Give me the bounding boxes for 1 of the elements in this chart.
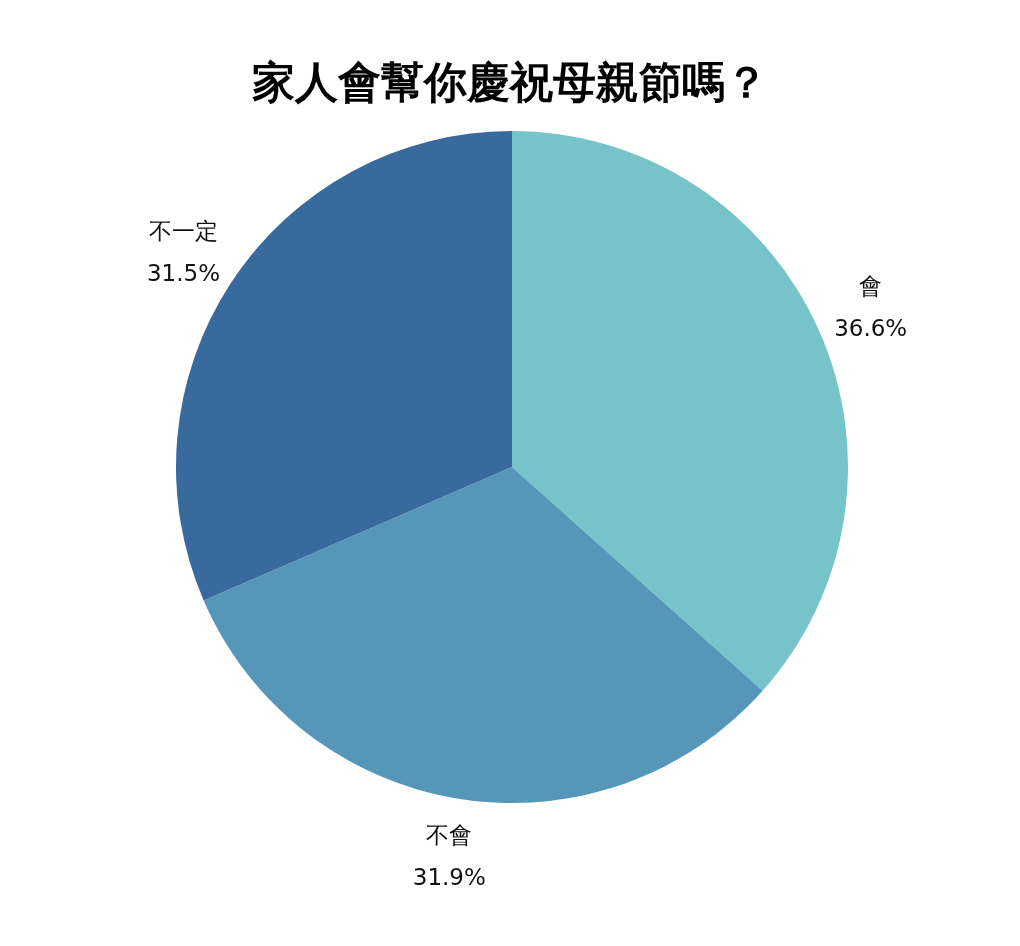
title: 家人會幫你慶祝母親節嗎？: [252, 57, 768, 107]
